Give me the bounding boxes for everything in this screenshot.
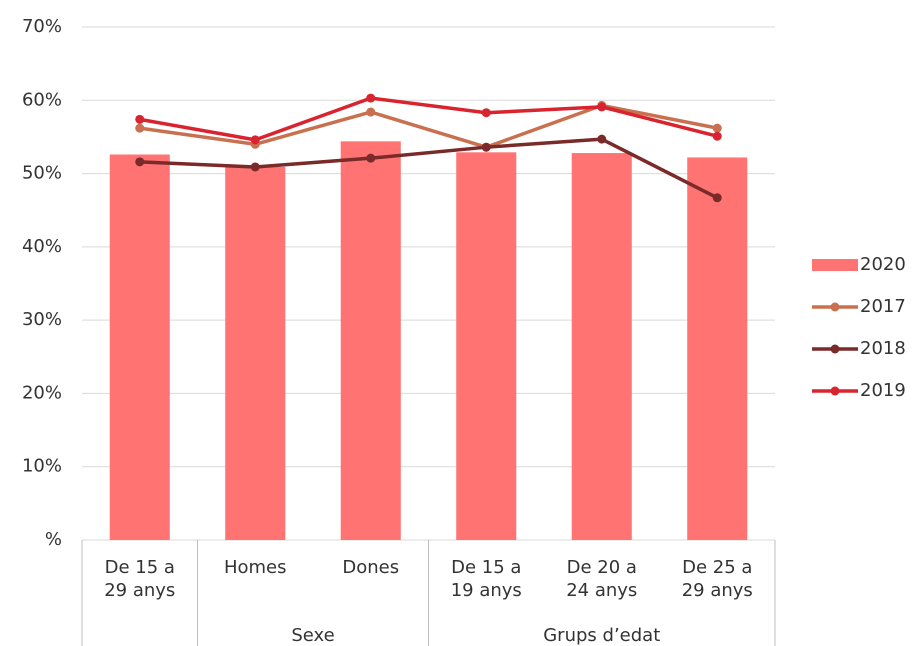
point [712, 123, 722, 133]
y-tick-label: 10% [22, 456, 62, 477]
legend-swatch [830, 386, 840, 396]
y-tick-label: 50% [22, 163, 62, 184]
y-tick-label: 70% [22, 16, 62, 37]
group-label: Sexe [291, 625, 334, 646]
legend-swatch [830, 344, 840, 354]
x-tick-label: Dones [342, 557, 400, 578]
point [135, 123, 145, 133]
point [250, 162, 260, 172]
y-tick-label: 30% [22, 309, 62, 330]
point [481, 142, 491, 152]
group-label: Grups d’edat [543, 625, 660, 646]
bar [687, 157, 748, 540]
point [597, 134, 607, 144]
x-tick-label: De 20 a 24 anys [566, 557, 638, 601]
x-tick-label: Homes [223, 557, 287, 578]
x-tick-label: De 25 a 29 anys [681, 557, 753, 601]
point [250, 135, 260, 145]
legend-swatch [830, 302, 840, 312]
bar [109, 154, 170, 540]
point [597, 102, 607, 112]
point [366, 153, 376, 163]
point [712, 131, 722, 141]
point [481, 108, 491, 118]
bar [571, 153, 632, 540]
legend-label: 2017 [860, 296, 906, 317]
y-tick-label: % [45, 529, 62, 550]
legend-label: 2019 [860, 380, 906, 401]
point [366, 107, 376, 117]
line [139, 96, 718, 142]
legend-label: 2020 [860, 254, 906, 275]
x-tick-label: De 15 a 19 anys [450, 557, 522, 601]
line [139, 103, 718, 149]
point [366, 93, 376, 103]
point [135, 114, 145, 124]
y-tick-label: 60% [22, 89, 62, 110]
bar [340, 141, 401, 540]
x-tick-label: De 15 a 29 anys [104, 557, 176, 601]
y-tick-label: 20% [22, 382, 62, 403]
legend-label: 2018 [860, 338, 906, 359]
y-tick-label: 40% [22, 236, 62, 257]
line [139, 137, 719, 200]
bar [456, 152, 517, 540]
point [712, 193, 722, 203]
bar [225, 166, 286, 540]
point [135, 157, 145, 167]
legend-swatch [812, 259, 858, 271]
